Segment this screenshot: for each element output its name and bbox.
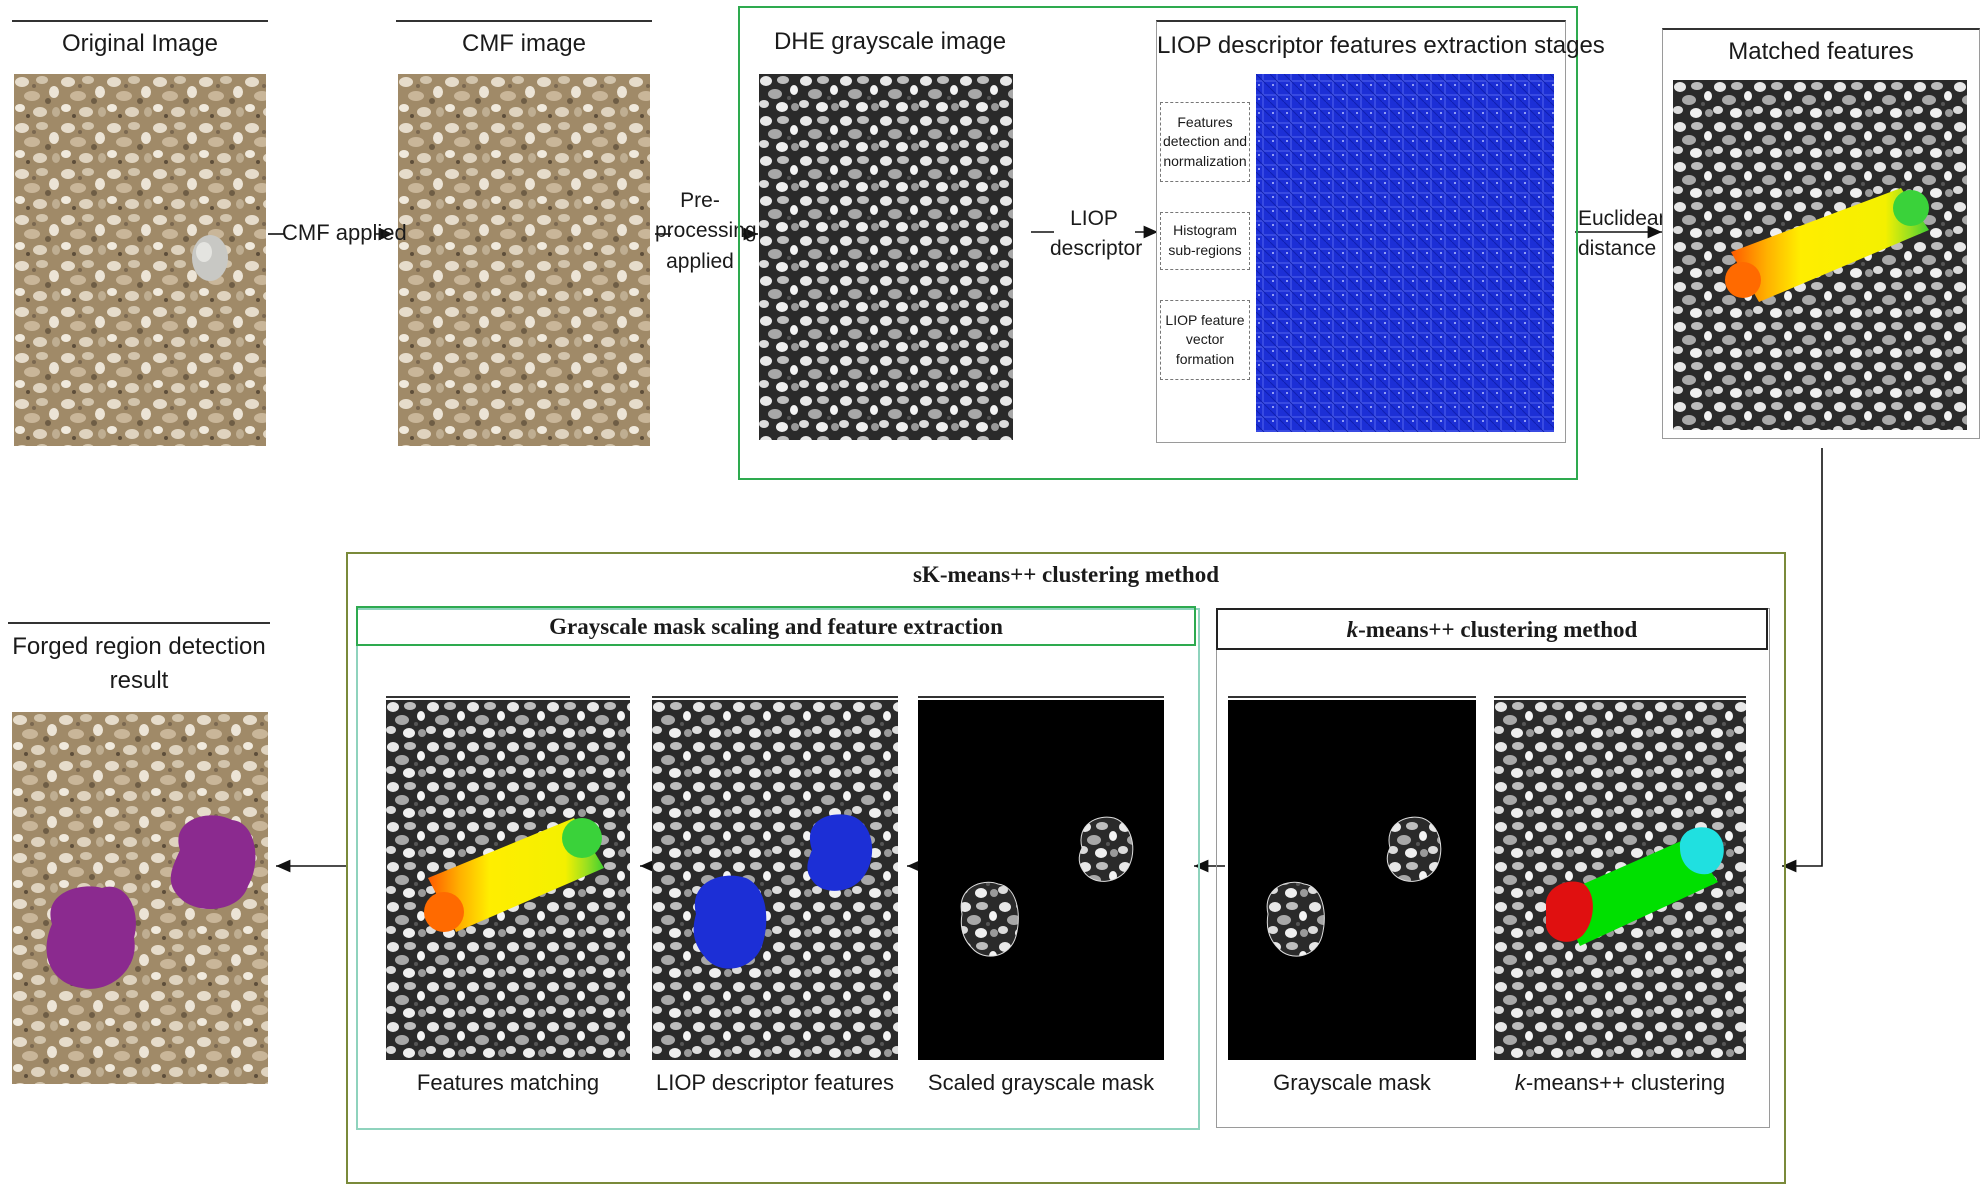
result-title-line-2: result: [109, 666, 169, 694]
preprocessing-liop-group: [738, 6, 1578, 480]
cap-features-matching: Features matching: [416, 1070, 600, 1095]
stage3-line-1: LIOP feature: [1165, 311, 1245, 328]
kmeans-title-box: k-means++ clustering method: [1216, 608, 1768, 650]
grayscale-mask-image: [1228, 700, 1476, 1060]
stage3-line-3: formation: [1175, 350, 1235, 367]
grayscale-mask-panel: [1228, 696, 1476, 1060]
arrow-pre-line-2: processing: [655, 219, 757, 243]
dhe-title: DHE grayscale image: [773, 28, 1007, 55]
arrow-down-to-bottom: [1782, 448, 1823, 873]
arrow-euc-line-2: distance: [1578, 237, 1657, 261]
cmf-panel: CMF image: [396, 20, 652, 448]
kmeans-title-rest: -means++ clustering method: [1358, 617, 1638, 642]
cap-scaled-mask: Scaled grayscale mask: [927, 1070, 1155, 1095]
stage-liop-vector: LIOP feature vector formation: [1160, 300, 1250, 380]
scaling-group: [356, 608, 1200, 1130]
liop-features-image: [1256, 74, 1554, 432]
kmeans-clustering-panel: [1494, 696, 1746, 1060]
kmeans-clustering-image: [1494, 700, 1746, 1060]
original-panel: Original Image: [12, 20, 268, 448]
original-image: [14, 74, 266, 446]
arrow-liop-line-1: LIOP: [1070, 207, 1118, 230]
stage-features-detection: Features detection and normalization: [1160, 102, 1250, 182]
cap-liop-features: LIOP descriptor features: [655, 1070, 895, 1095]
arrow-euclidean-label: Euclidean distance: [1578, 204, 1671, 265]
stage-histogram: Histogram sub-regions: [1160, 212, 1250, 270]
original-title: Original Image: [61, 30, 219, 57]
liop-stages-title: LIOP descriptor features extraction stag…: [1157, 32, 1605, 59]
scaled-mask-image: [918, 700, 1164, 1060]
scaling-title: Grayscale mask scaling and feature extra…: [549, 614, 1003, 639]
arrow-pre-line-1: Pre-: [680, 189, 720, 212]
cmf-title: CMF image: [461, 30, 587, 57]
kmeans-title: k-means++ clustering method: [1218, 617, 1766, 643]
liop-descriptor-panel: [652, 696, 898, 1060]
scaled-mask-panel: [918, 696, 1164, 1060]
features-matching-image: [386, 700, 630, 1060]
cap-kmeans-k: k: [1514, 1070, 1526, 1095]
stage2-line-1: Histogram: [1173, 222, 1237, 239]
arrow-cmf-label: CMF applied: [282, 220, 407, 245]
result-title: Forged region detection result: [8, 630, 270, 697]
arrow-euc-line-1: Euclidean: [1578, 207, 1671, 230]
stage1-line-2: detection and: [1162, 133, 1248, 150]
stage2-line-2: sub-regions: [1168, 242, 1242, 258]
arrow-pre-line-3: applied: [666, 249, 734, 273]
features-matching-panel: [386, 696, 630, 1060]
cap-kmeans-rest: -means++ clustering: [1525, 1070, 1726, 1095]
matched-title: Matched features: [1728, 38, 1914, 65]
cmf-image: [398, 74, 650, 446]
kmeans-title-k: k: [1346, 617, 1359, 642]
cap-kmeans-clustering: k-means++ clustering: [1494, 1070, 1746, 1096]
scaling-title-box: Grayscale mask scaling and feature extra…: [356, 606, 1196, 646]
result-panel: Forged region detection result: [8, 622, 270, 1086]
stage1-line-3: normalization: [1163, 152, 1247, 169]
cap-grayscale-mask: Grayscale mask: [1273, 1070, 1431, 1095]
sk-means-title: sK-means++ clustering method: [912, 562, 1220, 587]
sk-means-group: sK-means++ clustering method: [346, 552, 1786, 1184]
stage1-line-1: Features: [1177, 113, 1233, 130]
arrow-liop-label: LIOP descriptor: [1050, 204, 1143, 265]
arrow-pre-label: Pre- processing applied: [655, 186, 757, 277]
liop-descriptor-image: [652, 700, 898, 1060]
stage3-line-2: vector: [1185, 331, 1225, 348]
result-title-line-1: Forged region detection: [12, 633, 266, 660]
arrow-liop-line-2: descriptor: [1050, 237, 1143, 261]
matched-image: [1673, 80, 1967, 430]
matched-panel: Matched features: [1662, 28, 1980, 439]
dhe-image: [759, 74, 1013, 440]
result-image: [12, 712, 268, 1084]
